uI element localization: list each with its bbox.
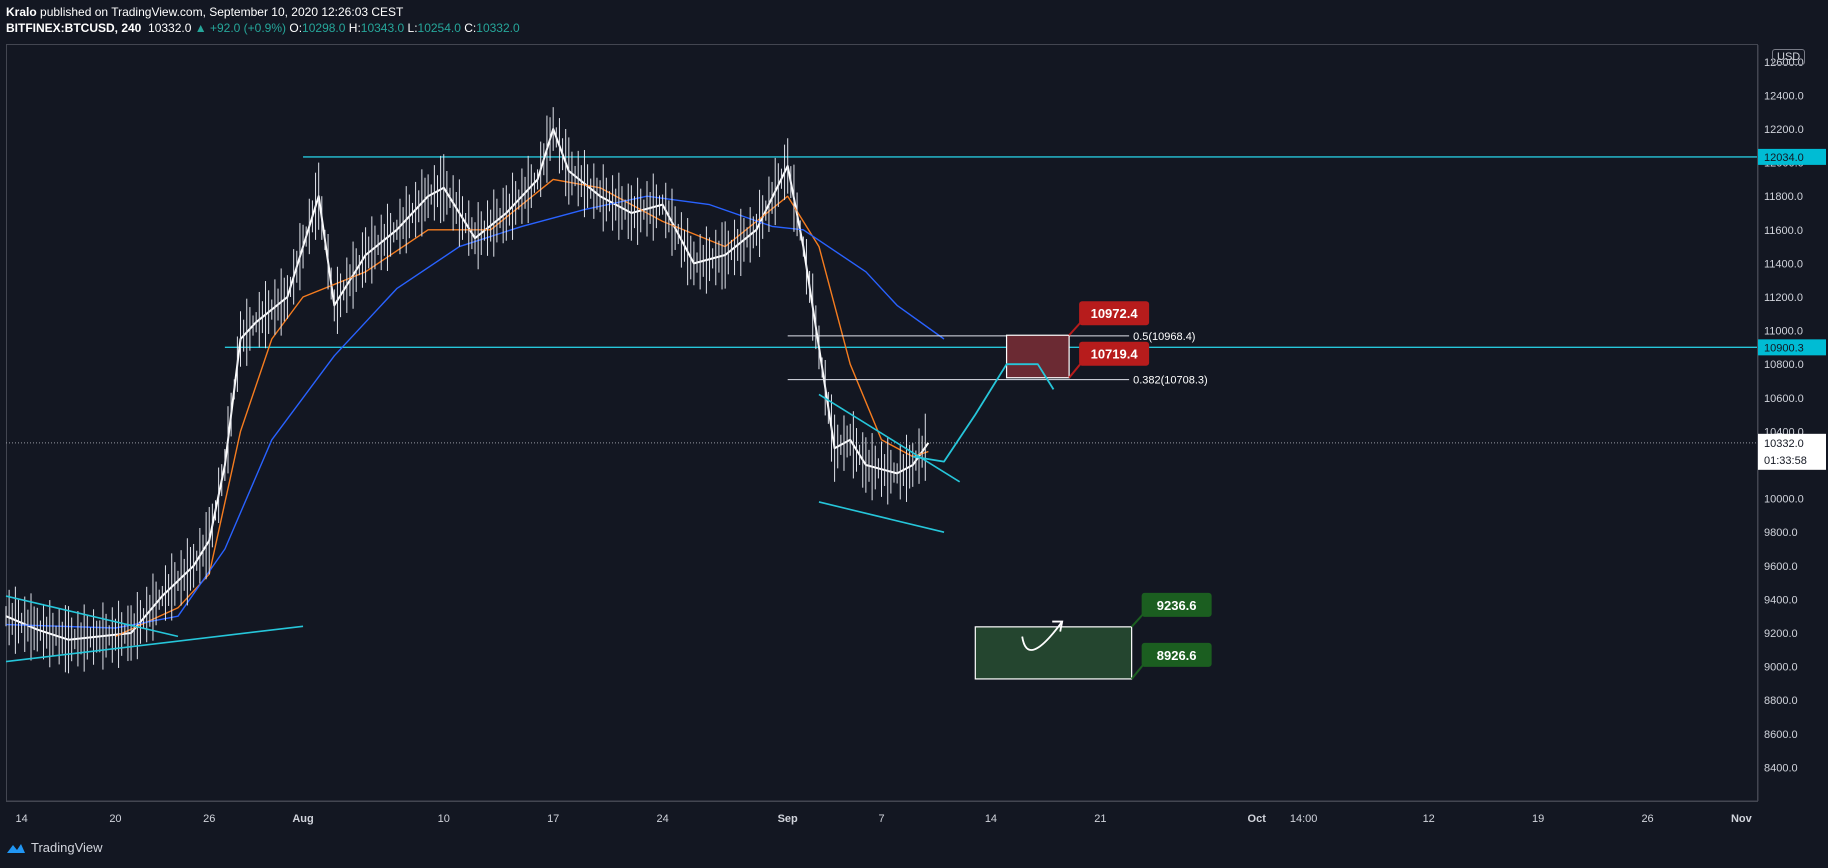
y-tick-label: 9000.0 bbox=[1764, 662, 1798, 674]
current-price-marker bbox=[1758, 433, 1826, 470]
x-tick-label: 19 bbox=[1532, 813, 1544, 825]
y-tick-label: 12600.0 bbox=[1764, 57, 1804, 69]
publish-line: Kralo published on TradingView.com, Sept… bbox=[6, 5, 403, 19]
ohlc-line: BITFINEX:BTCUSD, 240 10332.0 ▲ +92.0 (+0… bbox=[6, 21, 520, 35]
trendline bbox=[5, 625, 304, 663]
open-value: 10298.0 bbox=[302, 21, 346, 35]
x-tick-label: 14 bbox=[16, 813, 28, 825]
trendline bbox=[5, 595, 179, 638]
callout-label: 9236.6 bbox=[1157, 598, 1197, 613]
current-price-label: 10332.0 bbox=[1764, 438, 1804, 450]
y-tick-label: 12400.0 bbox=[1764, 90, 1804, 102]
publish-info: published on TradingView.com, September … bbox=[40, 5, 404, 19]
y-tick-label: 8800.0 bbox=[1764, 695, 1798, 707]
x-tick-label: 7 bbox=[878, 813, 884, 825]
x-tick-label: 21 bbox=[1094, 813, 1106, 825]
x-tick-label: 12 bbox=[1423, 813, 1435, 825]
callout-box bbox=[1141, 592, 1212, 617]
footer-brand[interactable]: TradingView bbox=[6, 840, 103, 855]
x-tick-label: 26 bbox=[203, 813, 215, 825]
series-line-0 bbox=[5, 128, 930, 641]
brand-name: TradingView bbox=[31, 840, 103, 855]
last-price: 10332.0 bbox=[148, 21, 192, 35]
y-tick-label: 11200.0 bbox=[1764, 292, 1803, 304]
fib-level-label: 0.382(10708.3) bbox=[1133, 375, 1208, 387]
y-tick-label: 8600.0 bbox=[1764, 729, 1798, 741]
x-tick-label: 14:00 bbox=[1290, 813, 1318, 825]
x-tick-label: 26 bbox=[1641, 813, 1653, 825]
close-label: C: bbox=[464, 21, 477, 35]
author-name[interactable]: Kralo bbox=[6, 5, 37, 19]
y-tick-label: 12200.0 bbox=[1764, 124, 1804, 136]
level-axis-marker bbox=[1758, 339, 1826, 356]
currency-button[interactable]: USD bbox=[1772, 49, 1806, 65]
y-tick-label: 11400.0 bbox=[1764, 258, 1803, 270]
price-change: ▲ +92.0 (+0.9%) bbox=[194, 21, 287, 35]
zone-box bbox=[1005, 334, 1070, 379]
low-label: L: bbox=[407, 21, 418, 35]
y-tick-label: 9600.0 bbox=[1764, 561, 1798, 573]
x-tick-label: Oct bbox=[1248, 813, 1267, 825]
trendline bbox=[818, 393, 961, 483]
symbol-label[interactable]: BITFINEX:BTCUSD, 240 bbox=[6, 21, 142, 35]
callout-label: 10719.4 bbox=[1091, 347, 1139, 362]
callout-label: 10972.4 bbox=[1091, 306, 1139, 321]
zone-box bbox=[974, 626, 1133, 680]
level-axis-label: 10900.3 bbox=[1764, 342, 1804, 354]
x-tick-label: 24 bbox=[657, 813, 669, 825]
low-value: 10254.0 bbox=[417, 21, 461, 35]
callout-box bbox=[1079, 341, 1150, 366]
level-axis-marker bbox=[1758, 148, 1826, 165]
y-tick-label: 10800.0 bbox=[1764, 359, 1804, 371]
close-value: 10332.0 bbox=[476, 21, 520, 35]
tradingview-logo-icon bbox=[7, 843, 25, 853]
callout-label: 8926.6 bbox=[1157, 648, 1197, 663]
x-tick-label: Nov bbox=[1731, 813, 1753, 825]
series-line-2 bbox=[5, 195, 945, 629]
series-line-1 bbox=[115, 178, 929, 638]
x-tick-label: Sep bbox=[778, 813, 798, 825]
callout-box bbox=[1079, 301, 1150, 326]
y-tick-label: 9800.0 bbox=[1764, 527, 1798, 539]
y-tick-label: 11000.0 bbox=[1764, 326, 1803, 338]
level-axis-label: 12034.0 bbox=[1764, 152, 1804, 164]
y-tick-label: 9200.0 bbox=[1764, 628, 1798, 640]
countdown-label: 01:33:58 bbox=[1764, 455, 1807, 467]
callout-box bbox=[1141, 642, 1212, 667]
projected-path bbox=[912, 363, 1055, 463]
fib-level-label: 0.5(10968.4) bbox=[1133, 331, 1195, 343]
y-tick-label: 9400.0 bbox=[1764, 594, 1798, 606]
high-value: 10343.0 bbox=[360, 21, 405, 35]
x-tick-label: 10 bbox=[438, 813, 450, 825]
y-tick-label: 10000.0 bbox=[1764, 494, 1804, 506]
y-tick-label: 11800.0 bbox=[1764, 191, 1803, 203]
trendline bbox=[818, 501, 945, 533]
high-label: H: bbox=[348, 21, 361, 35]
x-tick-label: 17 bbox=[547, 813, 559, 825]
x-tick-label: 20 bbox=[109, 813, 121, 825]
y-tick-label: 10600.0 bbox=[1764, 393, 1804, 405]
y-tick-label: 8400.0 bbox=[1764, 762, 1798, 774]
open-label: O: bbox=[289, 21, 303, 35]
bullish-arrow-path bbox=[1021, 621, 1063, 651]
x-tick-label: Aug bbox=[292, 813, 313, 825]
bullish-arrow-head bbox=[1052, 620, 1064, 632]
x-tick-label: 14 bbox=[985, 813, 997, 825]
y-tick-label: 11600.0 bbox=[1764, 225, 1803, 237]
